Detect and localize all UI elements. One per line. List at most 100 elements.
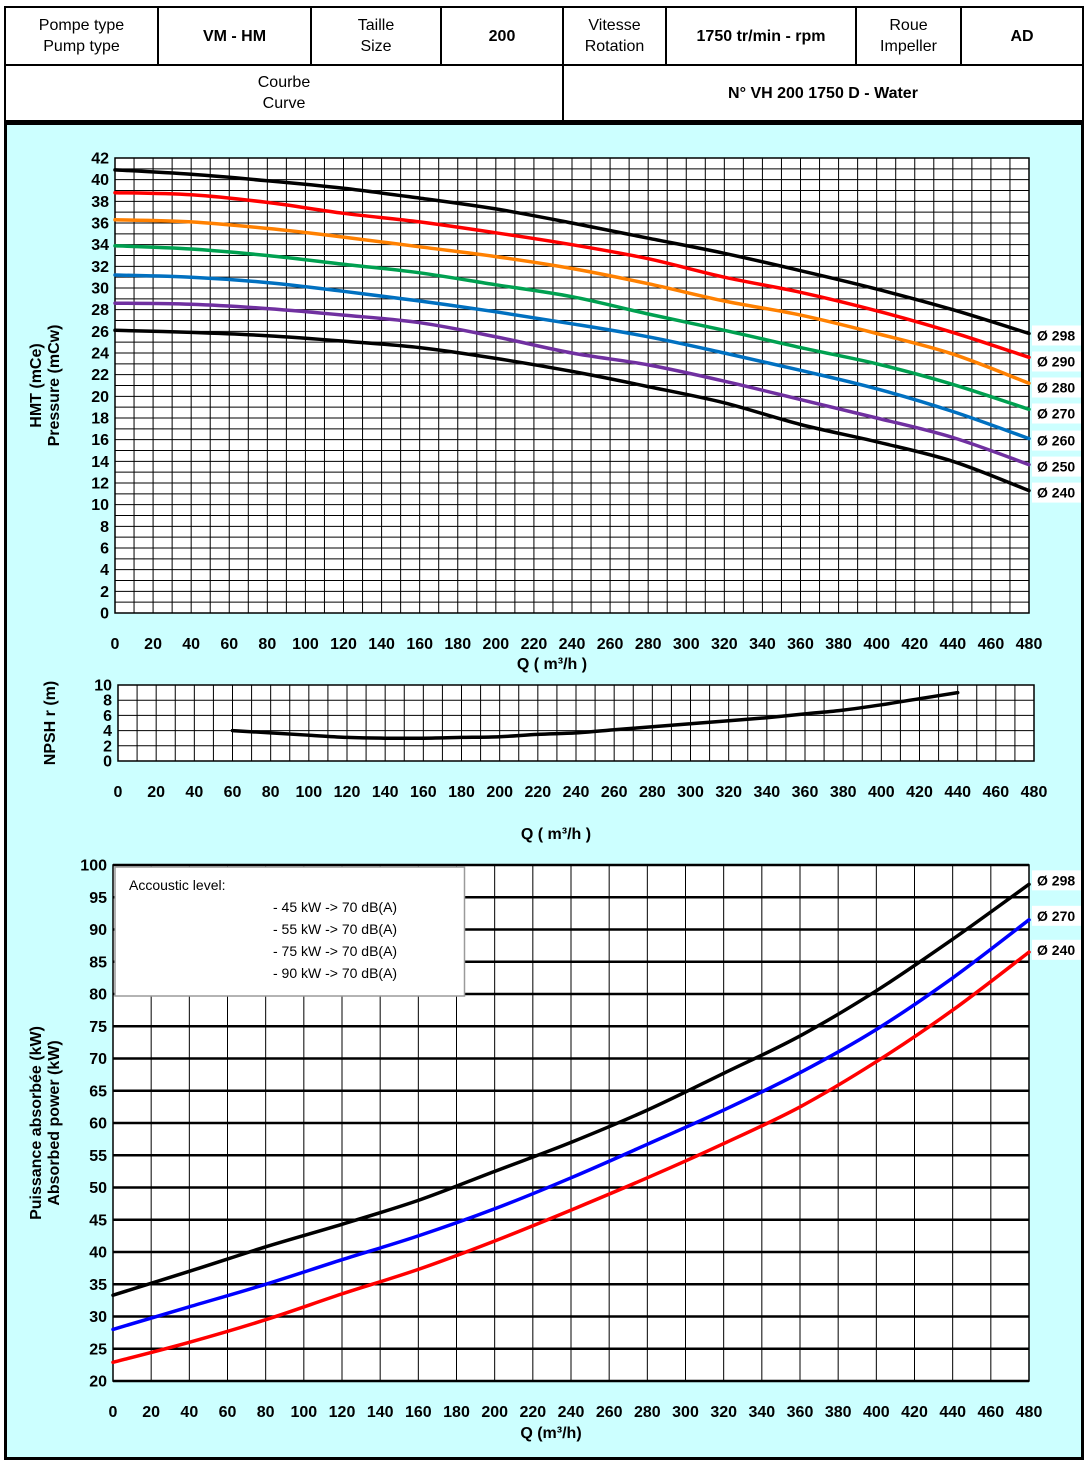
x-tick-label: 60 — [220, 636, 238, 653]
series-line — [111, 950, 1031, 1365]
impeller-value: AD — [1010, 27, 1034, 45]
series-label: Ø 270 — [1037, 406, 1075, 422]
x-tick-label: 240 — [559, 636, 586, 653]
y-tick-label: 0 — [103, 754, 112, 771]
curve-value-cell: N° VH 200 1750 D - Water — [562, 64, 1084, 122]
series-line — [111, 918, 1031, 1332]
y-tick-label: 16 — [91, 432, 109, 449]
x-tick-label: 420 — [901, 1404, 928, 1421]
x-axis-label: Q ( m³/h ) — [521, 826, 591, 843]
plot-frame — [117, 684, 1035, 762]
x-tick-label: 360 — [792, 784, 819, 801]
impeller-label-fr: Roue — [889, 17, 928, 34]
pump-type-value-cell: VM - HM — [157, 6, 312, 66]
pump-type-value: VM - HM — [202, 27, 267, 45]
x-tick-label: 260 — [597, 636, 624, 653]
y-tick-label: 8 — [103, 693, 112, 710]
y-tick-label: 38 — [91, 194, 109, 211]
x-tick-label: 0 — [109, 1404, 118, 1421]
series-label-bg — [1032, 403, 1081, 424]
series-label: Ø 250 — [1037, 459, 1075, 475]
y-tick-label: 10 — [91, 497, 109, 514]
x-tick-label: 40 — [182, 636, 200, 653]
y-tick-label: 20 — [89, 1374, 107, 1391]
series-line — [230, 690, 960, 741]
x-tick-label: 440 — [939, 1404, 966, 1421]
x-tick-label: 160 — [406, 636, 433, 653]
x-tick-label: 120 — [330, 636, 357, 653]
y-tick-label: 100 — [80, 858, 107, 875]
y-tick-label: 50 — [89, 1180, 107, 1197]
speed-value-cell: 1750 tr/min - rpm — [665, 6, 857, 66]
plot-frame — [112, 864, 1030, 1382]
x-tick-label: 220 — [521, 636, 548, 653]
x-tick-label: 120 — [334, 784, 361, 801]
x-tick-label: 460 — [978, 636, 1005, 653]
x-tick-label: 60 — [219, 1404, 237, 1421]
chart-panel: 0 2 4 6 8 10 12 14 16 18 20 22 24 26 28 30 32 34 36 38 40 42 0… — [4, 122, 1084, 1460]
speed-label-fr: Vitesse — [588, 17, 641, 34]
annotation-line: - 90 kW -> 70 dB(A) — [273, 965, 397, 981]
x-tick-label: 40 — [180, 1404, 198, 1421]
y-tick-label: 6 — [103, 708, 112, 725]
pump-type-label-en: Pump type — [43, 38, 120, 55]
x-tick-label: 180 — [444, 636, 471, 653]
y-axis-label: NPSH r (m) — [42, 681, 59, 765]
y-tick-label: 6 — [100, 541, 109, 558]
x-tick-label: 220 — [519, 1404, 546, 1421]
series-label: Ø 298 — [1037, 328, 1075, 344]
x-tick-label: 480 — [1016, 636, 1043, 653]
header-table: Pompe type Pump type VM - HM Taille Size… — [4, 6, 1084, 122]
y-tick-label: 45 — [89, 1212, 107, 1229]
x-tick-label: 340 — [753, 784, 780, 801]
x-tick-label: 120 — [329, 1404, 356, 1421]
x-tick-label: 180 — [448, 784, 475, 801]
series-label: Ø 290 — [1037, 354, 1075, 370]
x-tick-label: 260 — [601, 784, 628, 801]
x-tick-label: 380 — [825, 1404, 852, 1421]
x-tick-label: 380 — [830, 784, 857, 801]
y-tick-label: 14 — [91, 454, 109, 471]
y-axis-label: HMT (mCe) — [28, 343, 45, 427]
x-axis-label: Q (m³/h) — [520, 1425, 581, 1442]
y-tick-label: 20 — [91, 389, 109, 406]
y-tick-label: 12 — [91, 476, 109, 493]
x-tick-label: 320 — [711, 636, 738, 653]
size-label-cell: Taille Size — [310, 6, 442, 66]
x-tick-label: 0 — [111, 636, 120, 653]
x-tick-label: 360 — [787, 1404, 814, 1421]
y-tick-label: 24 — [91, 346, 109, 363]
series-label-bg — [1032, 905, 1081, 926]
annotation-line: - 55 kW -> 70 dB(A) — [273, 921, 397, 937]
y-tick-label: 80 — [89, 987, 107, 1004]
y-tick-label: 42 — [91, 151, 109, 168]
x-tick-label: 60 — [224, 784, 242, 801]
y-tick-label: 32 — [91, 259, 109, 276]
x-tick-label: 340 — [748, 1404, 775, 1421]
series-label-bg — [1032, 939, 1081, 960]
series-line — [113, 190, 1031, 360]
x-tick-label: 400 — [863, 636, 890, 653]
y-tick-label: 30 — [89, 1309, 107, 1326]
x-tick-label: 240 — [558, 1404, 585, 1421]
x-tick-label: 280 — [634, 1404, 661, 1421]
x-tick-label: 160 — [405, 1404, 432, 1421]
x-tick-label: 460 — [982, 784, 1009, 801]
size-label-fr: Taille — [357, 17, 395, 34]
y-axis-label: Puissance absorbée (kW) — [28, 1026, 45, 1220]
y-tick-label: 60 — [89, 1116, 107, 1133]
x-tick-label: 300 — [677, 784, 704, 801]
curve-label-en: Curve — [262, 95, 306, 112]
x-tick-label: 100 — [295, 784, 322, 801]
x-tick-label: 420 — [906, 784, 933, 801]
y-tick-label: 10 — [94, 678, 112, 695]
y-tick-label: 90 — [89, 922, 107, 939]
y-tick-label: 75 — [89, 1019, 107, 1036]
annotation-box — [114, 866, 466, 997]
impeller-label-en: Impeller — [880, 38, 937, 55]
y-tick-label: 25 — [89, 1341, 107, 1358]
speed-label-en: Rotation — [584, 38, 645, 55]
y-tick-label: 8 — [100, 519, 109, 536]
x-tick-label: 480 — [1016, 1404, 1043, 1421]
